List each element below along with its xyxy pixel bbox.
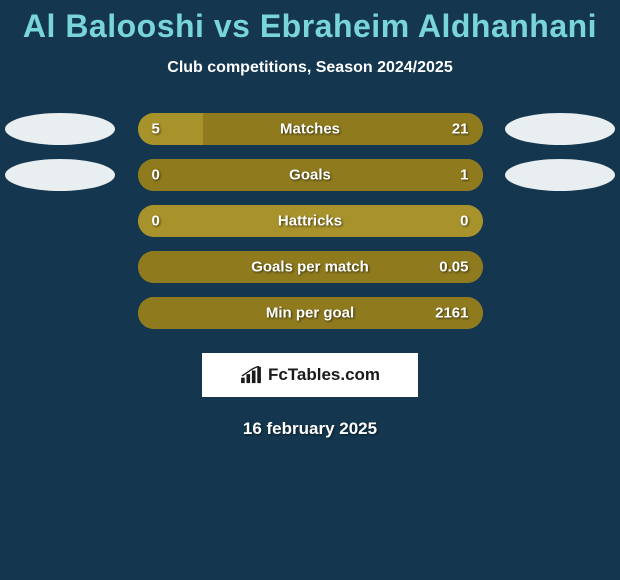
team-ellipse-right (505, 113, 615, 145)
stat-value-right: 21 (452, 121, 469, 138)
page-title: Al Balooshi vs Ebraheim Aldhanhani (0, 8, 620, 45)
fill-left (138, 113, 204, 145)
date-text: 16 february 2025 (0, 419, 620, 439)
main-container: Al Balooshi vs Ebraheim Aldhanhani Club … (0, 0, 620, 439)
stat-label: Min per goal (266, 305, 354, 322)
stat-value-left: 5 (152, 121, 160, 138)
team-ellipse-left (5, 159, 115, 191)
stat-bar: Min per goal 2161 (138, 297, 483, 329)
team-ellipse-right (505, 159, 615, 191)
chart-icon (240, 366, 262, 384)
stat-bar: Goals per match 0.05 (138, 251, 483, 283)
stat-row: Min per goal 2161 (0, 297, 620, 329)
stat-label: Matches (280, 121, 340, 138)
stat-label: Goals per match (251, 259, 369, 276)
stat-value-right: 0 (460, 213, 468, 230)
stat-value-right: 2161 (435, 305, 468, 322)
stat-row: 5 Matches 21 (0, 113, 620, 145)
logo-box[interactable]: FcTables.com (202, 353, 418, 397)
stat-bar: 0 Hattricks 0 (138, 205, 483, 237)
stat-value-left: 0 (152, 167, 160, 184)
stat-label: Hattricks (278, 213, 342, 230)
stat-rows: 5 Matches 21 0 Goals 1 0 Hattricks 0 Goals per ma… (0, 113, 620, 329)
stat-row: Goals per match 0.05 (0, 251, 620, 283)
stat-row: 0 Hattricks 0 (0, 205, 620, 237)
subtitle: Club competitions, Season 2024/2025 (0, 59, 620, 77)
stat-bar: 0 Goals 1 (138, 159, 483, 191)
stat-value-left: 0 (152, 213, 160, 230)
stat-value-right: 1 (460, 167, 468, 184)
fill-right (203, 113, 482, 145)
team-ellipse-left (5, 113, 115, 145)
logo-text: FcTables.com (268, 365, 380, 385)
stat-value-right: 0.05 (439, 259, 468, 276)
stat-row: 0 Goals 1 (0, 159, 620, 191)
stat-label: Goals (289, 167, 331, 184)
stat-bar: 5 Matches 21 (138, 113, 483, 145)
